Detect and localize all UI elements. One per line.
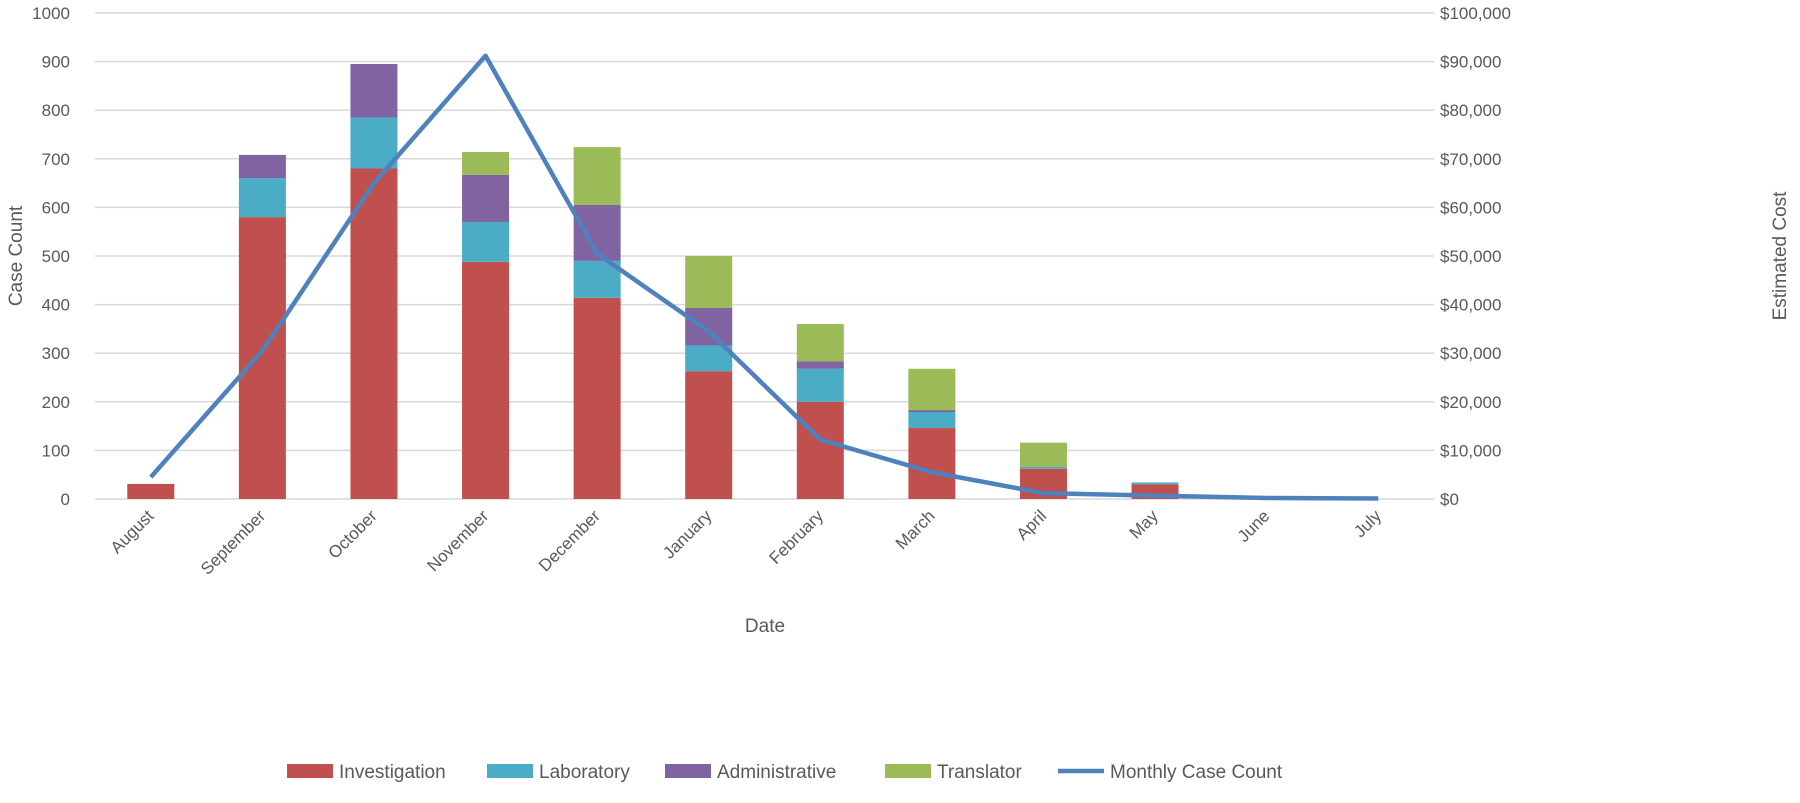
legend-swatch: [487, 764, 533, 778]
y2-tick-label: $100,000: [1440, 4, 1511, 23]
x-tick-label: February: [766, 506, 828, 568]
legend: Investigation Laboratory Administrative Tra…: [287, 762, 1283, 783]
y2-tick-label: $60,000: [1440, 198, 1501, 217]
bars: [127, 64, 1179, 499]
bar-translator-march: [908, 368, 956, 411]
y-axis-label: Case Count: [6, 205, 27, 306]
x-tick-label: May: [1126, 506, 1162, 542]
legend-swatch: [665, 764, 711, 778]
x-axis-label: Date: [745, 616, 785, 637]
bar-investigation-september: [238, 217, 286, 499]
x-tick-label: June: [1234, 506, 1274, 546]
left-axis-ticks: 0 100 200 300 400 500 600 700 800 900 1000: [32, 4, 70, 509]
y-tick-label: 400: [42, 296, 70, 315]
bar-laboratory-may: [1131, 482, 1179, 485]
bar-laboratory-april: [1019, 467, 1067, 469]
bar-translator-april: [1019, 442, 1067, 467]
bar-investigation-october: [350, 168, 398, 499]
legend-item-laboratory: Laboratory: [487, 762, 630, 783]
gridlines: [95, 12, 1434, 500]
legend-item-administrative: Administrative: [665, 762, 836, 783]
y2-tick-label: $20,000: [1440, 393, 1501, 412]
y-tick-label: 600: [42, 198, 70, 217]
legend-label: Administrative: [717, 762, 836, 783]
bar-investigation-december: [573, 297, 621, 499]
x-tick-label: July: [1350, 506, 1385, 541]
bar-laboratory-november: [462, 221, 510, 262]
legend-item-investigation: Investigation: [287, 762, 446, 783]
line-monthly-case-count: [149, 53, 1379, 501]
x-axis-ticks: August September October November December Ja…: [107, 506, 1386, 579]
bar-laboratory-march: [908, 412, 956, 429]
bar-laboratory-september: [238, 178, 286, 218]
line-series: [149, 53, 1379, 501]
y2-tick-label: $90,000: [1440, 53, 1501, 72]
legend-swatch: [885, 764, 931, 778]
x-tick-label: August: [107, 506, 158, 557]
y-tick-label: 800: [42, 101, 70, 120]
right-axis-ticks: $0 $10,000 $20,000 $30,000 $40,000 $50,000 $60…: [1440, 4, 1511, 509]
x-tick-label: January: [659, 506, 716, 563]
legend-label: Translator: [937, 762, 1022, 783]
y2-tick-label: $70,000: [1440, 150, 1501, 169]
y2-tick-label: $30,000: [1440, 344, 1501, 363]
x-tick-label: November: [423, 506, 492, 575]
bar-administrative-november: [462, 174, 510, 222]
bar-investigation-august: [127, 483, 175, 499]
bar-laboratory-january: [685, 345, 733, 372]
legend-label: Monthly Case Count: [1110, 762, 1283, 783]
y2-tick-label: $0: [1440, 490, 1459, 509]
x-tick-label: October: [325, 506, 381, 562]
x-tick-label: April: [1013, 506, 1050, 543]
legend-item-monthly-case-count: Monthly Case Count: [1058, 762, 1283, 783]
y-tick-label: 1000: [32, 4, 70, 23]
bar-administrative-september: [238, 154, 286, 179]
legend-label: Investigation: [339, 762, 446, 783]
bar-administrative-october: [350, 64, 398, 118]
bar-administrative-february: [796, 361, 844, 369]
y2-tick-label: $80,000: [1440, 101, 1501, 120]
y-tick-label: 100: [42, 441, 70, 460]
bar-translator-february: [796, 324, 844, 362]
legend-label: Laboratory: [539, 762, 630, 783]
bar-investigation-march: [908, 428, 956, 499]
bar-administrative-march: [908, 410, 956, 413]
bar-investigation-january: [685, 371, 733, 499]
legend-swatch: [287, 764, 333, 778]
bar-investigation-november: [462, 261, 510, 499]
x-tick-label: March: [892, 506, 939, 553]
y2-tick-label: $10,000: [1440, 441, 1501, 460]
bar-translator-november: [462, 151, 510, 175]
x-tick-label: September: [197, 506, 269, 578]
y-tick-label: 900: [42, 53, 70, 72]
bar-laboratory-october: [350, 117, 398, 169]
bar-administrative-january: [685, 308, 733, 346]
y-tick-label: 200: [42, 393, 70, 412]
y-tick-label: 500: [42, 247, 70, 266]
legend-item-translator: Translator: [885, 762, 1022, 783]
y2-tick-label: $40,000: [1440, 296, 1501, 315]
bar-translator-january: [685, 256, 733, 309]
x-tick-label: December: [535, 506, 604, 575]
y-tick-label: 300: [42, 344, 70, 363]
y-tick-label: 0: [61, 490, 70, 509]
y-tick-label: 700: [42, 150, 70, 169]
bar-investigation-february: [796, 401, 844, 499]
y2-tick-label: $50,000: [1440, 247, 1501, 266]
bar-translator-december: [573, 147, 621, 205]
y2-axis-label: Estimated Cost: [1770, 191, 1791, 321]
bar-laboratory-february: [796, 368, 844, 402]
